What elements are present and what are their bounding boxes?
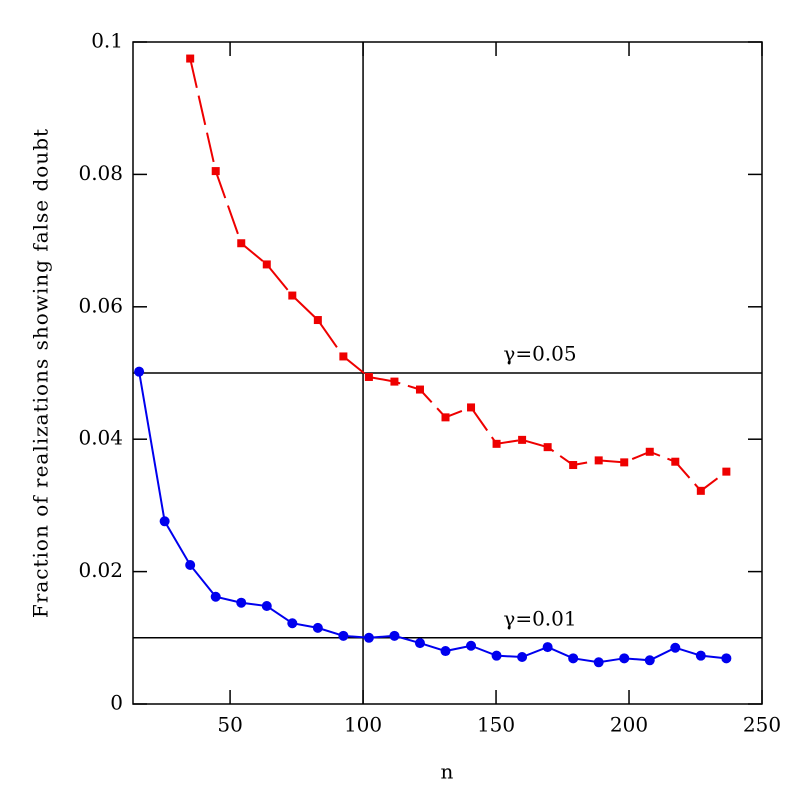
point — [287, 618, 298, 629]
point — [363, 632, 374, 643]
point — [134, 366, 145, 377]
point — [492, 439, 501, 448]
point — [237, 239, 246, 248]
point — [414, 638, 425, 649]
point — [644, 655, 655, 666]
point — [389, 630, 400, 641]
x-axis-label: n — [441, 760, 454, 784]
reference-label: γ=0.01 — [503, 606, 576, 630]
point — [210, 591, 221, 602]
point — [722, 467, 731, 476]
point — [441, 413, 450, 422]
point — [339, 352, 348, 361]
point — [185, 559, 196, 570]
y-tick-label: 0 — [110, 691, 123, 715]
point — [159, 516, 170, 527]
point — [261, 601, 272, 612]
point — [620, 458, 629, 467]
point — [440, 646, 451, 657]
y-axis-label: Fraction of realizations showing false d… — [29, 128, 53, 618]
y-tick-label: 0.04 — [78, 426, 123, 450]
point — [466, 640, 477, 651]
point — [313, 316, 322, 325]
point — [517, 651, 528, 662]
point — [236, 597, 247, 608]
point — [262, 260, 271, 269]
point — [211, 167, 220, 176]
point — [721, 653, 732, 664]
point — [390, 377, 399, 386]
series-line — [189, 58, 727, 493]
y-tick-label: 0.02 — [78, 558, 123, 582]
point — [670, 642, 681, 653]
point — [569, 461, 578, 470]
point — [594, 456, 603, 465]
series-line — [138, 371, 727, 664]
point — [312, 622, 323, 633]
point — [364, 372, 373, 381]
y-tick-label: 0.1 — [91, 29, 123, 53]
x-tick-label: 200 — [610, 713, 648, 737]
y-tick-label: 0.06 — [78, 293, 123, 317]
plot-area — [134, 54, 732, 668]
point — [415, 385, 424, 394]
point — [467, 403, 476, 412]
point — [696, 486, 705, 495]
point — [288, 291, 297, 300]
point — [568, 653, 579, 664]
point — [543, 443, 552, 452]
point — [645, 447, 654, 456]
y-tick-label: 0.08 — [78, 161, 123, 185]
x-tick-label: 50 — [217, 713, 242, 737]
point — [695, 650, 706, 661]
point — [491, 650, 502, 661]
point — [619, 653, 630, 664]
x-tick-label: 100 — [344, 713, 382, 737]
point — [518, 435, 527, 444]
reference-label: γ=0.05 — [503, 342, 576, 366]
point — [542, 642, 553, 653]
point — [593, 657, 604, 668]
point — [186, 54, 195, 63]
point — [338, 630, 349, 641]
x-tick-label: 150 — [477, 713, 515, 737]
point — [671, 457, 680, 466]
x-tick-label: 250 — [743, 713, 781, 737]
